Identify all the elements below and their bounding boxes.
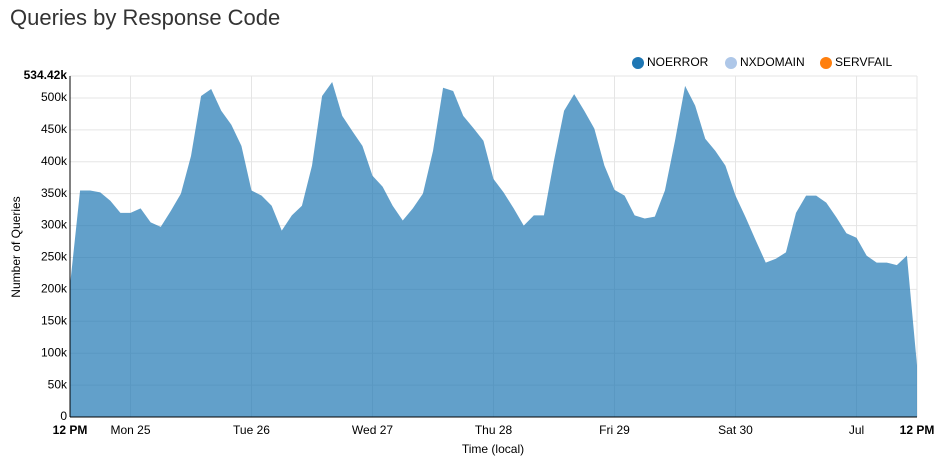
y-tick-label: 300k [41,218,68,232]
x-tick-label: Jul [849,423,864,437]
y-tick-label: 400k [41,154,68,168]
y-axis-label: Number of Queries [9,196,23,297]
legend-label: SERVFAIL [835,55,892,69]
area [70,82,917,417]
legend-label: NOERROR [647,55,709,69]
x-tick-label: Thu 28 [475,423,513,437]
x-tick-label: Wed 27 [352,423,393,437]
chart-title: Queries by Response Code [10,5,280,30]
x-tick-label: Fri 29 [599,423,630,437]
y-tick-label: 350k [41,186,68,200]
y-tick-label: 250k [41,250,68,264]
x-tick-label: Mon 25 [110,423,150,437]
y-tick-label: 500k [41,90,68,104]
x-tick-label: 12 PM [53,423,88,437]
y-tick-label: 450k [41,122,68,136]
legend-swatch [820,57,832,69]
y-tick-label: 50k [48,377,68,391]
x-axis-label: Time (local) [462,442,524,456]
x-tick-label: 12 PM [900,423,935,437]
y-tick-label: 200k [41,282,68,296]
y-tick-label: 534.42k [24,68,68,82]
x-tick-label: Sat 30 [718,423,753,437]
legend-label: NXDOMAIN [740,55,805,69]
legend-swatch [725,57,737,69]
y-tick-label: 0 [60,409,67,423]
legend-swatch [632,57,644,69]
y-tick-label: 150k [41,313,68,327]
x-tick-label: Tue 26 [233,423,270,437]
y-tick-label: 100k [41,345,68,359]
